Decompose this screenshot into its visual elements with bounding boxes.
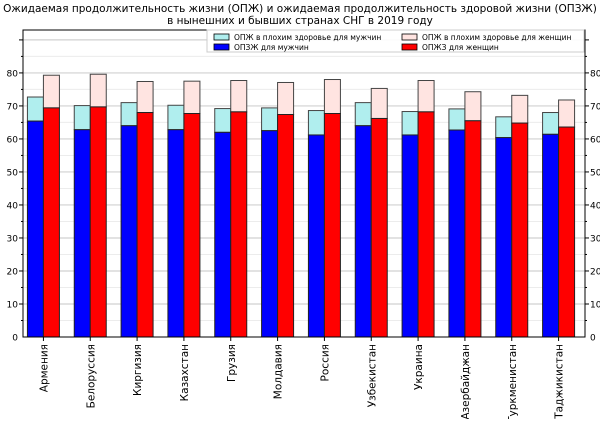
bar-female-unhealthy [464, 91, 482, 122]
legend-swatch [401, 43, 418, 51]
bar-male-hale [26, 120, 44, 338]
bar-female-unhealthy [323, 79, 341, 115]
x-tick-label: Туркменистан [507, 344, 519, 419]
legend-box [206, 29, 585, 53]
bar-female-hale [136, 112, 154, 338]
bar-male-unhealthy [495, 116, 513, 139]
bar-female-hale [464, 120, 482, 338]
bar-female-unhealthy [42, 74, 60, 109]
x-tick-label: Белоруссия [85, 344, 97, 408]
y-tick-label-right: 30 [590, 234, 600, 244]
y-tick-label-right: 0 [590, 334, 596, 344]
bar-male-unhealthy [448, 108, 466, 131]
chart-title: Ожидаемая продолжительность жизни (ОПЖ) … [3, 3, 597, 15]
bar-female-hale [42, 107, 60, 338]
y-tick-label-right: 60 [590, 135, 600, 145]
bar-male-unhealthy [73, 105, 91, 131]
legend-label: ОПЖЗ для женщин [422, 43, 499, 52]
y-tick-label-left: 80 [7, 69, 19, 79]
y-tick-label-left: 20 [7, 267, 19, 277]
bar-female-hale [323, 113, 341, 338]
y-tick-label-left: 40 [7, 201, 19, 211]
bar-female-unhealthy [277, 81, 295, 116]
bar-female-unhealthy [511, 94, 529, 124]
bar-male-unhealthy [120, 102, 138, 127]
y-tick-label-right: 20 [590, 267, 600, 277]
bar-female-hale [230, 111, 248, 338]
bar-male-hale [401, 134, 419, 338]
y-tick-label-right: 50 [590, 168, 600, 178]
bar-female-hale [417, 111, 435, 338]
legend-label: ОПЖ в плохим здоровье для женщин [422, 33, 571, 42]
bar-male-hale [542, 133, 560, 338]
legend-swatch [401, 33, 418, 41]
y-tick-label-left: 10 [7, 300, 19, 310]
bar-male-unhealthy [167, 104, 185, 131]
bar-male-hale [214, 131, 232, 338]
y-tick-label-right: 70 [590, 102, 600, 112]
x-tick-label: Таджикистан [554, 344, 566, 419]
bar-male-hale [261, 130, 279, 338]
y-tick-label-right: 10 [590, 300, 600, 310]
legend: ОПЖ в плохим здоровье для мужчин ОПЖ в пл… [206, 29, 585, 53]
y-tick-label-right: 40 [590, 201, 600, 211]
bar-female-unhealthy [558, 99, 576, 128]
bar-male-hale [307, 134, 325, 338]
bar-male-unhealthy [542, 112, 560, 135]
y-tick-label-right: 80 [590, 69, 600, 79]
x-tick-label: Армения [38, 344, 50, 392]
y-tick-label-left: 30 [7, 234, 19, 244]
bar-female-unhealthy [136, 80, 154, 114]
bar-male-unhealthy [214, 108, 232, 133]
chart-subtitle: в нынешних и бывших странах СНГ в 2019 г… [167, 15, 433, 27]
y-tick-label-left: 70 [7, 102, 19, 112]
bar-female-hale [89, 106, 107, 338]
bar-male-unhealthy [26, 96, 44, 122]
x-tick-label: Россия [319, 344, 331, 381]
bar-male-hale [448, 129, 466, 338]
legend-label: ОПЖ в плохим здоровье для мужчин [234, 33, 381, 42]
x-tick-label: Грузия [226, 344, 238, 382]
bar-male-unhealthy [354, 102, 372, 127]
bar-female-unhealthy [183, 80, 201, 115]
y-tick-label-left: 0 [12, 334, 18, 344]
bar-male-unhealthy [261, 107, 279, 132]
bar-female-unhealthy [230, 80, 248, 113]
x-tick-label: Азербайджан [460, 344, 472, 419]
legend-swatch [213, 33, 230, 41]
bar-female-hale [277, 114, 295, 338]
bar-male-hale [73, 129, 91, 338]
bar-female-hale [558, 126, 576, 338]
bar-male-hale [354, 125, 372, 338]
bar-male-hale [495, 137, 513, 338]
bar-male-hale [120, 125, 138, 338]
x-tick-label: Украина [413, 344, 425, 390]
x-tick-label: Молдавия [273, 344, 285, 399]
bar-female-unhealthy [89, 73, 107, 108]
y-tick-label-left: 50 [7, 168, 19, 178]
bar-female-hale [370, 117, 388, 338]
bar-female-unhealthy [417, 80, 435, 113]
legend-label: ОПЗЖ для мужчин [234, 43, 309, 52]
bar-male-unhealthy [307, 110, 325, 136]
bar-female-hale [511, 122, 529, 338]
bar-male-hale [167, 129, 185, 338]
x-tick-label: Казахстан [179, 344, 191, 401]
y-tick-label-left: 60 [7, 135, 19, 145]
bar-female-hale [183, 113, 201, 338]
bar-female-unhealthy [370, 87, 388, 119]
bar-male-unhealthy [401, 111, 419, 136]
x-tick-label: Узбекистан [366, 344, 378, 407]
legend-swatch [213, 43, 230, 51]
x-tick-label: Киргизия [132, 344, 144, 396]
